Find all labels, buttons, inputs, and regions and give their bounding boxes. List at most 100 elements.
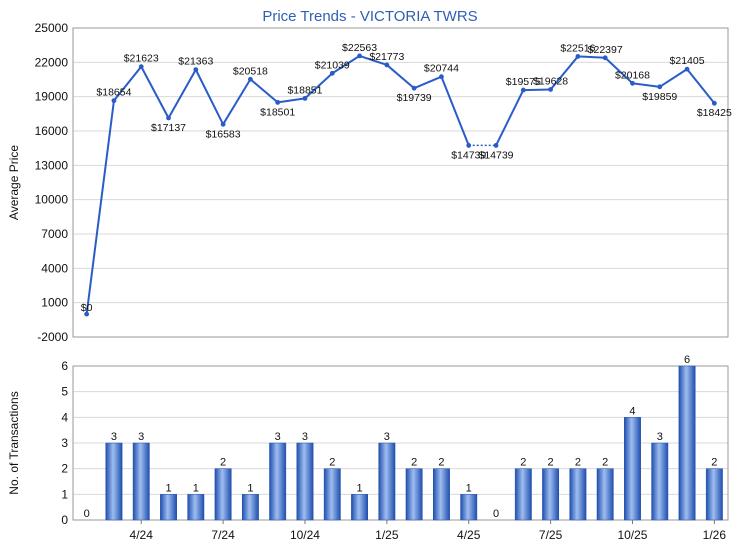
transaction-bar <box>405 468 423 521</box>
line-y-tick-label: 25000 <box>35 21 69 35</box>
line-plot-frame <box>72 27 729 338</box>
transaction-bar <box>351 494 368 521</box>
price-line-segment <box>386 64 415 89</box>
transaction-count-label: 3 <box>657 431 663 443</box>
price-line-segment <box>577 55 606 59</box>
transaction-bar <box>160 494 177 521</box>
transaction-bar <box>105 442 123 521</box>
price-point <box>711 100 717 106</box>
transaction-count-label: 6 <box>684 354 690 366</box>
transaction-bar <box>214 468 232 521</box>
transaction-count-label: 3 <box>302 431 308 443</box>
bar-plot-frame <box>72 365 729 521</box>
line-y-tick-label: 1000 <box>41 296 68 310</box>
transaction-bar <box>542 468 560 521</box>
x-tick-label: 10/24 <box>290 528 320 542</box>
transaction-count-label: 3 <box>138 431 144 443</box>
transaction-bar <box>460 494 478 521</box>
bar-y-tick-label: 1 <box>61 487 68 501</box>
price-line-panel: -2000 1000 4000 7000 10000 13000 16000 19000 220… <box>7 21 732 344</box>
line-y-tick-label: 10000 <box>35 193 69 207</box>
price-point <box>575 54 581 59</box>
transaction-count-label: 2 <box>411 457 417 469</box>
line-y-tick-label: -2000 <box>37 330 68 344</box>
price-data-label: $20518 <box>233 65 268 77</box>
price-line-segment <box>249 78 279 104</box>
price-data-label: $21039 <box>315 59 350 71</box>
price-point <box>138 64 144 70</box>
price-line-segment <box>659 68 688 88</box>
transaction-bar <box>678 365 696 521</box>
line-y-tick-label: 16000 <box>35 124 69 138</box>
transaction-bar <box>624 417 641 521</box>
line-y-tick-label: 22000 <box>35 55 69 69</box>
line-y-tick-label: 7000 <box>41 227 68 241</box>
price-point <box>466 143 472 148</box>
price-data-label: $18851 <box>287 84 322 96</box>
price-point <box>275 99 281 105</box>
transaction-count-label: 1 <box>357 482 363 494</box>
price-line-segment <box>523 88 551 92</box>
transaction-count-label: 1 <box>193 482 199 494</box>
transaction-bar <box>651 442 669 521</box>
price-data-label: $21405 <box>670 55 705 67</box>
line-y-tick-label: 4000 <box>41 261 68 275</box>
transaction-count-label: 2 <box>220 457 226 469</box>
price-line-segment <box>604 57 634 85</box>
price-line-segment <box>413 75 442 90</box>
price-point <box>357 53 362 59</box>
price-point <box>548 87 554 92</box>
transaction-bar <box>378 442 396 521</box>
price-point <box>166 115 171 121</box>
price-data-label: $22563 <box>342 42 377 54</box>
transaction-count-label: 1 <box>165 482 171 494</box>
transaction-count-label: 3 <box>111 431 117 443</box>
price-line-segment <box>331 55 361 75</box>
price-point <box>220 121 226 127</box>
price-point <box>247 76 253 82</box>
price-point <box>411 85 417 91</box>
transaction-bar <box>433 468 450 521</box>
price-line-segment <box>304 72 333 100</box>
price-line-segment <box>277 97 306 104</box>
price-data-label: $20168 <box>615 69 650 81</box>
x-tick-label: 4/25 <box>457 528 481 542</box>
transaction-bar <box>132 442 150 521</box>
transaction-bar <box>296 442 314 521</box>
price-data-label: $21773 <box>369 51 404 63</box>
transaction-count-label: 2 <box>575 457 581 469</box>
price-data-label: $19739 <box>397 92 432 104</box>
price-data-label: $19859 <box>642 91 677 103</box>
price-point <box>193 67 199 73</box>
transaction-bar <box>514 468 532 521</box>
transaction-bar <box>187 494 205 521</box>
price-point <box>329 70 335 76</box>
price-line-segment <box>167 69 197 119</box>
bar-y-tick-label: 2 <box>61 462 68 476</box>
transaction-count-label: 4 <box>629 405 635 417</box>
price-data-label: $22397 <box>588 44 623 56</box>
price-data-label: $19575 <box>506 76 541 88</box>
price-data-label: $19628 <box>533 75 568 87</box>
price-point <box>111 98 117 104</box>
price-point <box>384 62 390 68</box>
x-tick-label: 1/26 <box>703 528 727 542</box>
x-tick-label: 1/25 <box>375 528 399 542</box>
bar-y-axis-title: No. of Transactions <box>7 391 21 494</box>
price-data-label: $16583 <box>206 128 241 140</box>
x-tick-label: 10/25 <box>617 528 647 542</box>
price-point <box>439 74 444 80</box>
bar-y-tick-label: 5 <box>61 385 68 399</box>
price-point <box>602 55 608 61</box>
price-point <box>657 84 663 90</box>
price-line-segment <box>632 82 660 88</box>
price-point <box>84 311 90 317</box>
price-point <box>493 143 499 148</box>
transaction-count-label: 2 <box>548 457 554 469</box>
price-data-label: $18654 <box>96 87 131 99</box>
price-data-label: $22516 <box>560 42 595 54</box>
x-tick-label: 7/24 <box>211 528 235 542</box>
transactions-bar-panel: 0 1 2 3 4 5 6 No. of Transactions 0 3 3 1 1 2 1 3 3 2 1 3 2 2… <box>7 354 729 542</box>
transaction-bar <box>323 468 341 521</box>
